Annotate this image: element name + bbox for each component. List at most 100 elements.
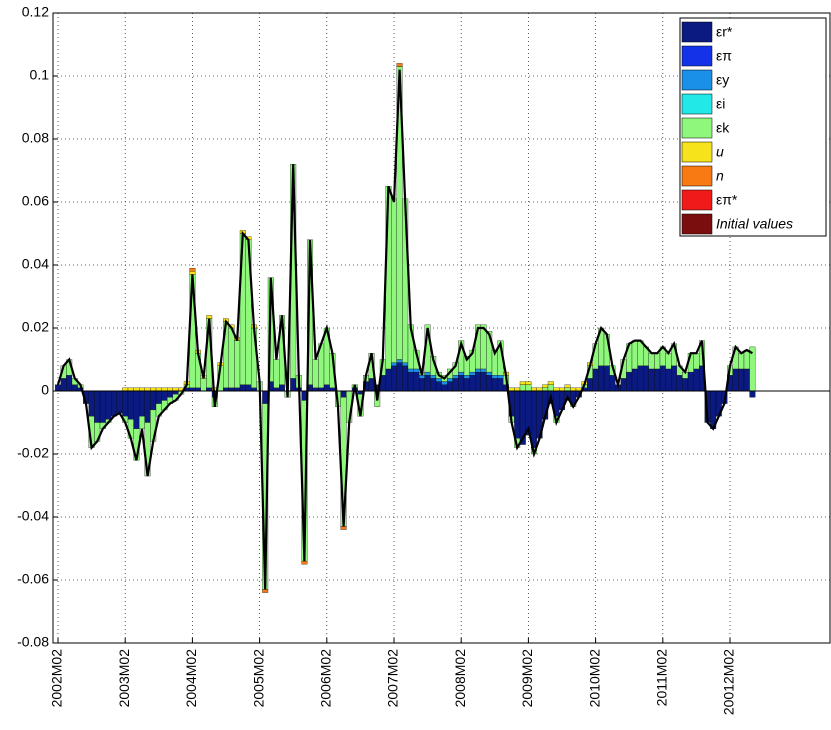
legend-label: εk	[716, 120, 730, 136]
x-tick-label: 2006M02	[318, 649, 334, 708]
x-tick-label: 2002M02	[49, 649, 65, 708]
bar-segment	[105, 390, 112, 420]
x-tick-label: 2009M02	[519, 649, 535, 708]
bar-segment	[665, 353, 672, 370]
bar-segment	[587, 378, 593, 392]
bar-segment	[531, 390, 537, 448]
bar-segment	[144, 390, 151, 423]
bar-segment	[55, 384, 61, 392]
bar-segment	[340, 526, 347, 530]
bar-segment	[66, 375, 73, 392]
bar-segment	[547, 381, 554, 385]
bar-segment	[116, 390, 123, 414]
bar-segment	[452, 375, 459, 379]
bar-segment	[262, 390, 269, 404]
bar-segment	[133, 390, 140, 429]
x-tick-label: 2008M02	[452, 649, 468, 708]
bar-segment	[687, 371, 694, 392]
bar-segment	[323, 384, 330, 392]
bar-segment	[497, 378, 504, 392]
bar-segment	[486, 371, 493, 376]
bar-segment	[407, 371, 414, 392]
bar-segment	[396, 359, 403, 363]
bar-segment	[671, 365, 677, 392]
bar-segment	[643, 365, 649, 392]
legend-swatch	[681, 69, 713, 91]
bar-segment	[150, 390, 157, 411]
bar-segment	[413, 368, 420, 373]
bar-segment	[469, 371, 476, 376]
bar-segment	[631, 340, 638, 370]
legend-label: εr*	[716, 24, 733, 40]
bar-segment	[189, 271, 196, 275]
legend-swatch	[681, 165, 713, 187]
legend-label: επ*	[716, 192, 738, 208]
bar-segment	[273, 359, 280, 389]
bar-segment	[480, 368, 487, 373]
bar-segment	[463, 375, 470, 379]
bar-segment	[626, 371, 633, 392]
bar-segment	[648, 353, 655, 370]
bar-segment	[262, 589, 269, 593]
bar-segment	[419, 378, 425, 392]
y-tick-label: 0.02	[22, 319, 49, 335]
bar-segment	[603, 365, 610, 392]
bar-segment	[234, 340, 241, 389]
bar-segment	[458, 371, 465, 376]
legend-swatch	[681, 45, 713, 67]
bar-segment	[564, 384, 571, 389]
axes-frame	[52, 12, 831, 644]
bar-segment	[402, 362, 409, 366]
bar-segment	[407, 368, 414, 373]
bar-segment	[200, 378, 207, 392]
legend-label: n	[716, 168, 724, 184]
bar-segment	[402, 365, 409, 392]
bar-segment	[385, 368, 392, 392]
bar-segment	[547, 384, 554, 392]
bar-segment	[525, 384, 532, 392]
bar-segment	[654, 368, 661, 392]
legend-swatch	[681, 213, 713, 235]
bar-segment	[637, 365, 644, 392]
bar-segment	[665, 368, 672, 392]
bar-segment	[738, 353, 745, 370]
bar-segment	[441, 381, 448, 385]
bar-segment	[654, 353, 661, 370]
bar-segment	[368, 378, 375, 392]
bar-segment	[155, 390, 162, 404]
bar-segment	[312, 359, 319, 389]
x-tick-label: 2003M02	[116, 649, 132, 708]
legend-label: u	[716, 144, 724, 160]
bar-segment	[447, 381, 453, 392]
bar-segment	[682, 378, 689, 392]
bar-segment	[441, 384, 448, 392]
bar-segment	[693, 368, 700, 392]
bar-segment	[486, 375, 493, 392]
legend-swatch	[681, 117, 713, 139]
bar-segment	[424, 375, 431, 392]
bar-segment	[598, 365, 605, 392]
bar-segment	[749, 390, 756, 398]
bar-segment	[430, 375, 437, 379]
bar-segment	[167, 390, 173, 398]
bar-segment	[743, 349, 750, 370]
bar-segment	[693, 353, 700, 370]
legend-swatch	[681, 93, 713, 115]
bar-segment	[60, 378, 67, 392]
y-tick-label: 0.1	[30, 67, 50, 83]
bar-segment	[475, 368, 481, 373]
total-line	[56, 69, 753, 590]
bar-segment	[127, 390, 134, 420]
legend-swatch	[681, 189, 713, 211]
bar-segment	[491, 375, 498, 379]
legend-swatch	[681, 141, 713, 163]
bar-segment	[161, 390, 168, 401]
bar-segment	[732, 368, 739, 392]
y-tick-label: -0.08	[17, 634, 49, 650]
bar-segment	[413, 371, 420, 392]
y-tick-label: 0.12	[22, 4, 49, 20]
bar-segment	[648, 368, 655, 392]
bar-segment	[435, 378, 442, 382]
x-tick-label: 2007M02	[385, 649, 401, 708]
